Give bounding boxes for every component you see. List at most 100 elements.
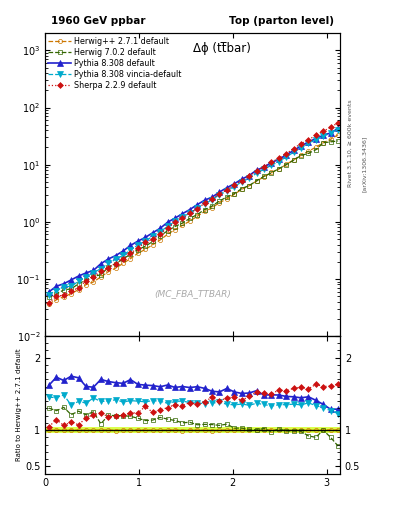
Sherpa 2.2.9 default (321, 128, 325, 134)
Pythia 8.308 vincia-default (165, 223, 170, 229)
Pythia 8.308 vincia-default (180, 214, 185, 220)
Pythia 8.308 vincia-default (47, 291, 51, 297)
Pythia 8.308 vincia-default (61, 284, 66, 290)
Pythia 8.308 default (336, 125, 340, 132)
Herwig++ 2.7.1 default (158, 237, 163, 243)
Sherpa 2.2.9 default (99, 268, 103, 274)
Pythia 8.308 default (210, 194, 215, 200)
Herwig 7.0.2 default (113, 261, 118, 267)
Herwig++ 2.7.1 default (84, 282, 88, 288)
Herwig 7.0.2 default (284, 162, 288, 168)
Herwig 7.0.2 default (262, 173, 266, 179)
Sherpa 2.2.9 default (165, 225, 170, 231)
Pythia 8.308 vincia-default (151, 233, 155, 239)
Pythia 8.308 vincia-default (143, 238, 148, 244)
Herwig 7.0.2 default (314, 146, 318, 153)
Herwig++ 2.7.1 default (254, 178, 259, 184)
Herwig++ 2.7.1 default (328, 136, 333, 142)
Pythia 8.308 default (121, 248, 125, 254)
Sherpa 2.2.9 default (299, 140, 303, 146)
Pythia 8.308 vincia-default (254, 170, 259, 176)
Herwig++ 2.7.1 default (284, 161, 288, 167)
Herwig 7.0.2 default (217, 198, 222, 204)
Pythia 8.308 default (128, 242, 133, 248)
Sherpa 2.2.9 default (158, 231, 163, 237)
Pythia 8.308 default (291, 147, 296, 154)
Pythia 8.308 vincia-default (202, 201, 207, 207)
Pythia 8.308 default (165, 219, 170, 225)
Pythia 8.308 default (306, 139, 311, 145)
Sherpa 2.2.9 default (47, 300, 51, 306)
Sherpa 2.2.9 default (232, 182, 237, 188)
Line: Pythia 8.308 default: Pythia 8.308 default (46, 125, 341, 294)
Pythia 8.308 vincia-default (187, 210, 192, 216)
Herwig 7.0.2 default (247, 182, 252, 188)
Pythia 8.308 vincia-default (247, 176, 252, 182)
Sherpa 2.2.9 default (187, 210, 192, 216)
Herwig++ 2.7.1 default (61, 293, 66, 300)
Herwig 7.0.2 default (106, 264, 110, 270)
Herwig++ 2.7.1 default (106, 269, 110, 275)
Pythia 8.308 vincia-default (269, 162, 274, 168)
Herwig 7.0.2 default (173, 223, 177, 229)
Herwig 7.0.2 default (291, 157, 296, 163)
Sherpa 2.2.9 default (239, 178, 244, 184)
Herwig++ 2.7.1 default (136, 250, 140, 257)
Sherpa 2.2.9 default (151, 236, 155, 242)
Pythia 8.308 vincia-default (224, 188, 229, 195)
Herwig 7.0.2 default (151, 239, 155, 245)
Herwig++ 2.7.1 default (217, 200, 222, 206)
Pythia 8.308 vincia-default (173, 218, 177, 224)
Pythia 8.308 vincia-default (76, 278, 81, 284)
Herwig 7.0.2 default (224, 194, 229, 200)
Pythia 8.308 vincia-default (314, 137, 318, 143)
Herwig 7.0.2 default (254, 178, 259, 184)
Sherpa 2.2.9 default (54, 293, 59, 300)
Sherpa 2.2.9 default (121, 256, 125, 262)
Pythia 8.308 vincia-default (54, 288, 59, 294)
Herwig 7.0.2 default (306, 151, 311, 157)
Pythia 8.308 default (180, 210, 185, 217)
Sherpa 2.2.9 default (202, 200, 207, 206)
Line: Sherpa 2.2.9 default: Sherpa 2.2.9 default (47, 120, 340, 305)
Herwig++ 2.7.1 default (210, 205, 215, 211)
Pythia 8.308 default (299, 143, 303, 149)
Pythia 8.308 default (47, 289, 51, 295)
Sherpa 2.2.9 default (336, 119, 340, 125)
Pythia 8.308 vincia-default (121, 252, 125, 259)
Herwig 7.0.2 default (202, 206, 207, 212)
Pythia 8.308 default (91, 267, 96, 273)
Herwig 7.0.2 default (187, 216, 192, 222)
Text: [arXiv:1306.3436]: [arXiv:1306.3436] (362, 136, 367, 192)
Pythia 8.308 default (106, 256, 110, 262)
Pythia 8.308 default (99, 261, 103, 267)
Pythia 8.308 vincia-default (321, 133, 325, 139)
Pythia 8.308 default (224, 185, 229, 191)
Herwig 7.0.2 default (165, 228, 170, 234)
Pythia 8.308 vincia-default (99, 266, 103, 272)
Pythia 8.308 vincia-default (239, 179, 244, 185)
Pythia 8.308 vincia-default (128, 247, 133, 253)
Pythia 8.308 vincia-default (299, 144, 303, 151)
Pythia 8.308 default (217, 189, 222, 195)
Herwig 7.0.2 default (299, 153, 303, 159)
Text: 1960 GeV ppbar: 1960 GeV ppbar (51, 16, 145, 26)
Herwig++ 2.7.1 default (224, 196, 229, 202)
Pythia 8.308 default (76, 273, 81, 279)
Line: Pythia 8.308 vincia-default: Pythia 8.308 vincia-default (46, 127, 341, 297)
Pythia 8.308 default (61, 281, 66, 287)
Herwig 7.0.2 default (180, 220, 185, 226)
Herwig++ 2.7.1 default (121, 260, 125, 266)
Herwig 7.0.2 default (232, 190, 237, 197)
Pythia 8.308 default (239, 176, 244, 182)
Herwig 7.0.2 default (121, 256, 125, 262)
Herwig 7.0.2 default (321, 140, 325, 146)
Herwig++ 2.7.1 default (143, 246, 148, 252)
Pythia 8.308 vincia-default (262, 166, 266, 173)
Sherpa 2.2.9 default (210, 196, 215, 202)
Herwig++ 2.7.1 default (128, 255, 133, 262)
Herwig 7.0.2 default (76, 281, 81, 287)
Pythia 8.308 vincia-default (210, 197, 215, 203)
Herwig 7.0.2 default (99, 272, 103, 278)
Pythia 8.308 default (314, 136, 318, 142)
